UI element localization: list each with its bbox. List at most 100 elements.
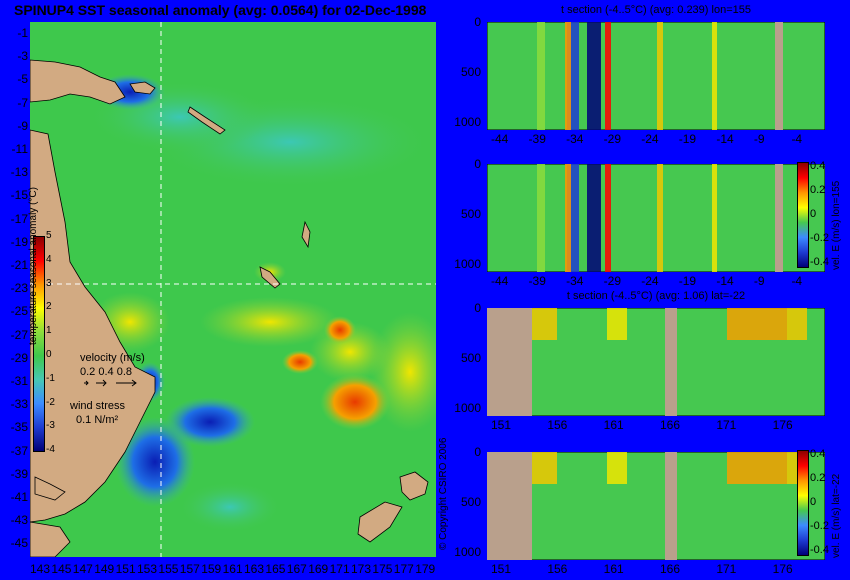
depth-tick-label: 0 xyxy=(474,301,481,315)
colorbar-tick-label: -1 xyxy=(46,372,55,384)
section-x-tick-label: 156 xyxy=(547,562,568,576)
velocity-colorbar-tick-label: -0.2 xyxy=(810,232,829,244)
lat-tick-label: -31 xyxy=(10,374,28,388)
section-x-tick-label: 156 xyxy=(547,418,568,432)
lon-tick-label: 145 xyxy=(51,562,72,576)
velocity-colorbar-tick-label: 0 xyxy=(810,496,817,508)
section-anomaly-band xyxy=(787,308,807,340)
lat-tick-label: -7 xyxy=(17,95,28,110)
new-guinea xyxy=(30,59,126,105)
lon-tick-label: 153 xyxy=(137,562,158,576)
depth-tick-label: 0 xyxy=(474,15,481,29)
section-panel-title: t section (-4..5°C) (avg: 1.06) lat=-22 xyxy=(566,290,746,302)
depth-tick-label: 500 xyxy=(460,495,481,509)
lat-tick-label: -17 xyxy=(10,211,28,226)
velocity-colorbar-tick-label: -0.2 xyxy=(810,520,829,532)
lon-tick-label: 177 xyxy=(393,562,414,576)
lat-tick-label: -23 xyxy=(10,281,28,296)
section-anomaly-band xyxy=(607,308,627,340)
vanuatu xyxy=(301,220,311,249)
lon-tick-label: 167 xyxy=(286,562,307,576)
lon-tick-label: 163 xyxy=(244,562,265,576)
section-x-tick-label: -34 xyxy=(566,132,584,146)
depth-tick-label: 500 xyxy=(460,207,481,221)
section-anomaly-band xyxy=(605,22,611,130)
depth-tick-label: 1000 xyxy=(454,115,481,129)
colorbar-tick-label: 1 xyxy=(46,325,52,337)
lat-tick-label: -39 xyxy=(10,466,28,481)
section-panel-3[interactable] xyxy=(487,308,825,416)
section-anomaly-band xyxy=(657,164,663,272)
lat-tick-label: -27 xyxy=(10,327,28,342)
section-land-mask xyxy=(665,308,677,416)
section-x-tick-label: -19 xyxy=(678,274,697,288)
lat-tick-label: -29 xyxy=(10,350,28,365)
section-x-tick-label: -24 xyxy=(641,132,659,146)
lat-tick-label: -1 xyxy=(17,26,28,40)
lon-tick-label: 155 xyxy=(158,562,179,576)
section-panel-2[interactable] xyxy=(487,164,825,272)
lat-tick-label: -9 xyxy=(17,118,28,133)
lat-tick-label: -13 xyxy=(10,165,28,180)
section-anomaly-band xyxy=(537,164,545,272)
section-x-tick-label: -14 xyxy=(716,274,734,288)
velocity-colorbar-tick-label: 0 xyxy=(810,208,817,220)
lat-tick-label: -15 xyxy=(10,188,28,203)
depth-tick-label: 0 xyxy=(474,157,481,171)
section-x-tick-label: 151 xyxy=(491,562,512,576)
colorbar-tick-label: -4 xyxy=(46,444,55,456)
section-panel-4[interactable] xyxy=(487,452,825,560)
section-panel-1[interactable] xyxy=(487,22,825,130)
velocity-colorbar xyxy=(797,450,809,556)
new-zealand-north xyxy=(399,471,429,501)
depth-tick-label: 0 xyxy=(474,445,481,459)
section-x-tick-label: -39 xyxy=(528,274,546,288)
section-x-tick-label: -29 xyxy=(603,274,621,288)
section-anomaly-band xyxy=(565,22,571,130)
section-x-tick-label: -4 xyxy=(791,274,803,288)
velocity-colorbar-tick-label: -0.4 xyxy=(810,256,829,268)
depth-tick-label: 1000 xyxy=(454,401,481,415)
velocity-colorbar-tick-label: 0.2 xyxy=(810,472,826,484)
velocity-colorbar-tick-label: 0.4 xyxy=(810,160,826,172)
section-x-tick-label: 151 xyxy=(491,418,512,432)
lon-tick-label: 143 xyxy=(30,562,51,576)
depth-tick-label: 1000 xyxy=(454,257,481,271)
lat-tick-label: -5 xyxy=(17,72,28,87)
copyright-text: © Copyright CSIRO 2006 xyxy=(438,437,449,550)
section-anomaly-band xyxy=(605,164,611,272)
section-x-tick-label: -9 xyxy=(753,274,765,288)
section-anomaly-band xyxy=(587,164,601,272)
section-land-mask xyxy=(665,452,677,560)
section-anomaly-band xyxy=(727,452,787,484)
lon-tick-label: 173 xyxy=(351,562,372,576)
lon-tick-label: 171 xyxy=(329,562,350,576)
section-anomaly-band xyxy=(727,308,787,340)
colorbar-tick-label: 2 xyxy=(46,301,52,313)
section-anomaly-band xyxy=(657,22,663,130)
section-x-tick-label: -14 xyxy=(716,132,734,146)
lat-tick-label: -25 xyxy=(10,304,28,319)
lon-tick-label: 161 xyxy=(222,562,243,576)
lon-tick-label: 175 xyxy=(372,562,393,576)
section-anomaly-band xyxy=(565,164,571,272)
section-x-tick-label: 176 xyxy=(772,418,793,432)
section-panel-title: t section (-4..5°C) (avg: 0.239) lon=155 xyxy=(561,4,751,16)
section-x-tick-label: 176 xyxy=(772,562,793,576)
colorbar-tick-label: -3 xyxy=(46,420,55,432)
section-anomaly-band xyxy=(712,164,717,272)
velocity-legend-arrows xyxy=(84,379,137,387)
lon-tick-label: 169 xyxy=(308,562,329,576)
sst-anomaly-map[interactable] xyxy=(30,22,436,557)
section-anomaly-band xyxy=(587,22,601,130)
lon-tick-label: 159 xyxy=(201,562,222,576)
lat-tick-label: -41 xyxy=(10,490,28,504)
section-x-tick-label: 166 xyxy=(660,562,681,576)
section-x-tick-label: -29 xyxy=(603,132,621,146)
section-x-tick-label: -44 xyxy=(491,274,509,288)
section-land-mask xyxy=(487,452,532,560)
depth-tick-label: 500 xyxy=(460,65,481,79)
section-anomaly-band xyxy=(712,22,717,130)
lon-tick-label: 151 xyxy=(115,562,136,576)
section-x-tick-label: -24 xyxy=(641,274,659,288)
